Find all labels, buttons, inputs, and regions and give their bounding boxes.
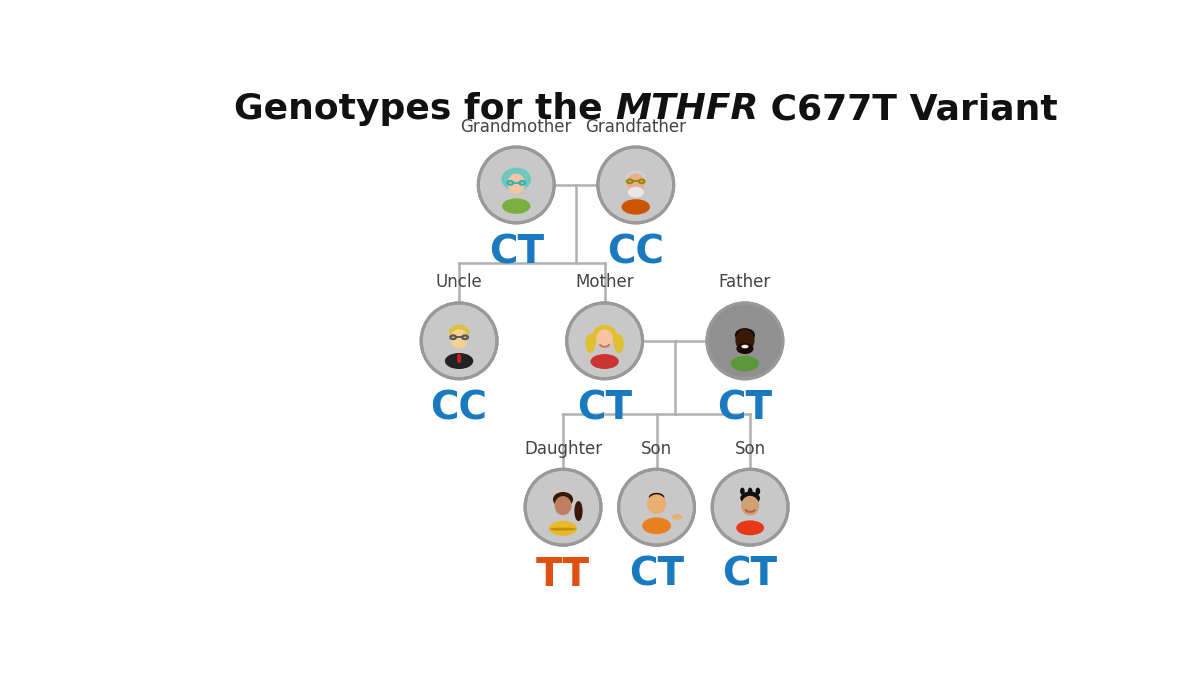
Ellipse shape bbox=[622, 199, 650, 215]
Ellipse shape bbox=[742, 345, 749, 348]
Ellipse shape bbox=[502, 198, 530, 214]
Ellipse shape bbox=[553, 492, 574, 507]
Text: C677T Variant: C677T Variant bbox=[758, 92, 1058, 126]
Text: CT: CT bbox=[629, 556, 684, 593]
Ellipse shape bbox=[593, 325, 617, 346]
Text: CC: CC bbox=[607, 234, 665, 271]
Ellipse shape bbox=[596, 329, 613, 348]
Ellipse shape bbox=[626, 173, 644, 194]
Text: CT: CT bbox=[718, 389, 773, 427]
Ellipse shape bbox=[642, 517, 671, 534]
Text: Mother: Mother bbox=[575, 273, 634, 292]
Ellipse shape bbox=[731, 356, 760, 371]
Text: CC: CC bbox=[431, 389, 487, 427]
Text: CT: CT bbox=[722, 556, 778, 593]
Ellipse shape bbox=[736, 329, 755, 351]
Ellipse shape bbox=[590, 354, 619, 369]
Ellipse shape bbox=[502, 167, 532, 191]
Text: MTHFR: MTHFR bbox=[616, 92, 758, 126]
Ellipse shape bbox=[737, 520, 764, 535]
Ellipse shape bbox=[449, 325, 469, 339]
Text: CT: CT bbox=[488, 234, 544, 271]
Text: CT: CT bbox=[577, 389, 632, 427]
Circle shape bbox=[479, 147, 554, 223]
Text: Daughter: Daughter bbox=[524, 440, 602, 458]
Ellipse shape bbox=[647, 494, 666, 514]
Circle shape bbox=[421, 303, 497, 379]
Ellipse shape bbox=[734, 328, 755, 342]
Ellipse shape bbox=[742, 496, 760, 516]
Text: Son: Son bbox=[734, 440, 766, 458]
Ellipse shape bbox=[508, 173, 526, 194]
Ellipse shape bbox=[445, 353, 473, 369]
Ellipse shape bbox=[740, 487, 745, 495]
Ellipse shape bbox=[748, 487, 752, 495]
Text: Uncle: Uncle bbox=[436, 273, 482, 292]
Ellipse shape bbox=[450, 329, 468, 348]
Text: Father: Father bbox=[719, 273, 772, 292]
Ellipse shape bbox=[740, 491, 760, 505]
Circle shape bbox=[598, 147, 673, 223]
Ellipse shape bbox=[672, 514, 683, 520]
Text: Son: Son bbox=[641, 440, 672, 458]
Ellipse shape bbox=[649, 493, 665, 502]
Ellipse shape bbox=[586, 333, 595, 353]
Ellipse shape bbox=[554, 496, 571, 515]
Text: Genotypes for the: Genotypes for the bbox=[234, 92, 616, 126]
Ellipse shape bbox=[550, 528, 577, 531]
Circle shape bbox=[566, 303, 642, 379]
Text: Grandmother: Grandmother bbox=[461, 117, 572, 136]
Text: TT: TT bbox=[536, 556, 590, 593]
Text: Grandfather: Grandfather bbox=[586, 117, 686, 136]
Circle shape bbox=[712, 469, 788, 545]
Ellipse shape bbox=[614, 333, 624, 353]
Ellipse shape bbox=[550, 521, 577, 536]
Ellipse shape bbox=[457, 354, 461, 363]
Ellipse shape bbox=[628, 187, 643, 198]
Ellipse shape bbox=[737, 343, 754, 354]
Circle shape bbox=[707, 303, 782, 379]
Ellipse shape bbox=[756, 487, 760, 495]
Ellipse shape bbox=[575, 501, 583, 521]
Circle shape bbox=[526, 469, 601, 545]
Circle shape bbox=[619, 469, 695, 545]
Ellipse shape bbox=[625, 170, 646, 185]
